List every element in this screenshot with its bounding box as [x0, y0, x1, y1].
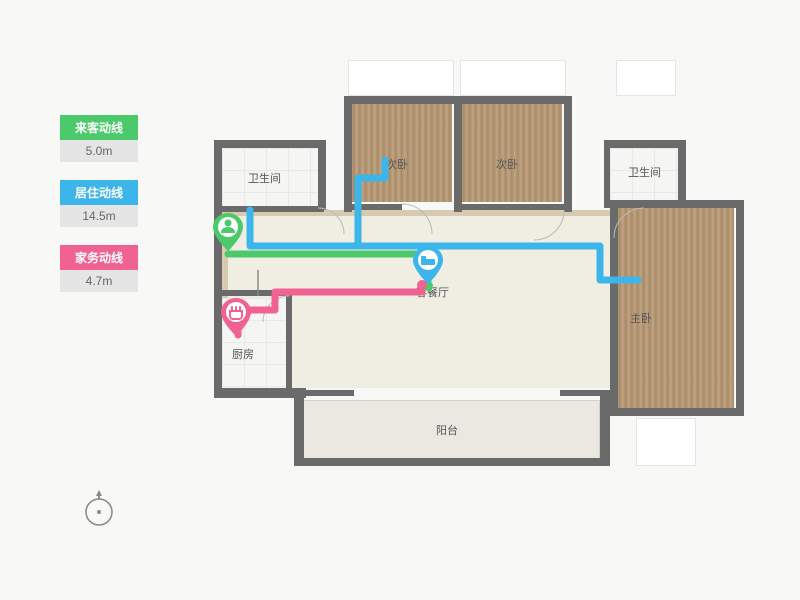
marker-resident: [413, 246, 443, 284]
wall: [462, 204, 572, 210]
outdoor-slab: [460, 60, 566, 96]
legend-item-resident: 居住动线 14.5m: [60, 180, 138, 227]
wall: [610, 200, 618, 416]
wall: [604, 140, 610, 206]
legend-item-chore: 家务动线 4.7m: [60, 245, 138, 292]
wall: [214, 388, 306, 398]
label-bathroom-left: 卫生间: [248, 170, 281, 186]
wall: [344, 96, 352, 212]
label-balcony: 阳台: [436, 422, 458, 438]
room-bedroom2b: [462, 104, 562, 202]
legend-label: 家务动线: [60, 245, 138, 270]
wall: [604, 140, 686, 148]
wall: [286, 290, 292, 390]
wall: [294, 458, 610, 466]
outdoor-slab: [616, 60, 676, 96]
label-master: 主卧: [630, 310, 652, 326]
wall: [604, 200, 744, 208]
room-bedroom2a: [352, 104, 452, 202]
label-bathroom-right: 卫生间: [628, 164, 661, 180]
outdoor-slab: [636, 418, 696, 466]
wall: [736, 200, 744, 416]
compass-icon: [80, 490, 118, 533]
wall: [214, 290, 292, 296]
wall: [344, 204, 402, 210]
legend-value: 5.0m: [60, 140, 138, 162]
label-kitchen: 厨房: [232, 346, 254, 362]
legend-value: 14.5m: [60, 205, 138, 227]
legend-label: 来客动线: [60, 115, 138, 140]
wall: [214, 206, 324, 212]
wall: [214, 140, 222, 398]
wall: [678, 140, 686, 206]
label-bedroom2b: 次卧: [496, 156, 518, 172]
wall: [564, 96, 572, 212]
wall: [214, 140, 324, 148]
wall: [454, 96, 462, 212]
wall: [600, 390, 610, 466]
label-bedroom2a: 次卧: [386, 156, 408, 172]
room-master: [618, 208, 734, 408]
wall: [294, 390, 304, 466]
legend-label: 居住动线: [60, 180, 138, 205]
legend-value: 4.7m: [60, 270, 138, 292]
marker-chore: [221, 298, 251, 336]
wall: [610, 408, 744, 416]
label-living: 客餐厅: [416, 284, 449, 300]
legend-item-visitor: 来客动线 5.0m: [60, 115, 138, 162]
outdoor-slab: [348, 60, 454, 96]
wall: [560, 390, 610, 396]
marker-visitor: [213, 213, 243, 251]
wall: [318, 140, 326, 210]
legend: 来客动线 5.0m 居住动线 14.5m 家务动线 4.7m: [60, 115, 138, 310]
wall: [294, 390, 354, 396]
floorplan: 卫生间 卫生间 次卧 次卧 主卧 客餐厅 厨房 阳台: [200, 60, 760, 510]
